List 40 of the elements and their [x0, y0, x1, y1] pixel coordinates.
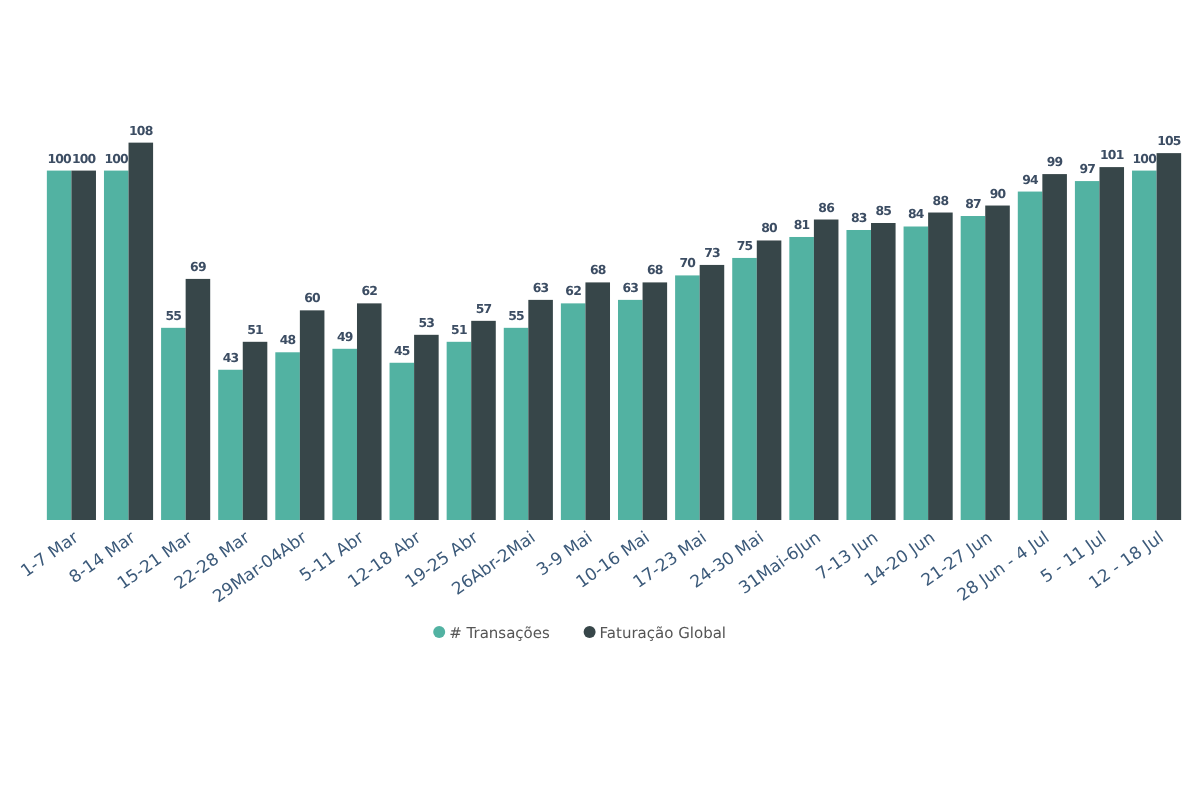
bar [242, 341, 268, 520]
bar [756, 240, 782, 520]
bar [560, 303, 586, 520]
bar [675, 275, 700, 520]
bar [871, 223, 896, 520]
bar [985, 205, 1010, 520]
bar [1099, 167, 1125, 520]
bar [103, 170, 129, 520]
bar [389, 362, 415, 520]
bar [218, 369, 243, 520]
bar [789, 236, 814, 520]
bar [275, 352, 300, 520]
bar [503, 327, 529, 520]
bar [356, 303, 382, 520]
bar [161, 327, 186, 520]
bar [1074, 181, 1100, 520]
bar [585, 282, 610, 520]
bar [332, 348, 357, 520]
bar [846, 229, 872, 520]
bar [46, 170, 72, 520]
bar [1017, 191, 1043, 520]
bar [618, 299, 643, 520]
bar [903, 226, 929, 520]
bar [1042, 174, 1067, 520]
bar [471, 320, 496, 520]
bar [928, 212, 953, 520]
bar [1156, 153, 1182, 520]
bar [528, 299, 553, 520]
bar [642, 282, 668, 520]
bar [699, 264, 725, 520]
bar [71, 170, 96, 520]
bar [414, 334, 439, 520]
bar [1132, 170, 1157, 520]
bar [960, 216, 986, 520]
bar [299, 310, 325, 520]
bar [128, 142, 154, 520]
bar [185, 278, 211, 520]
bar [732, 257, 757, 520]
bar [446, 341, 472, 520]
bar [813, 219, 839, 520]
